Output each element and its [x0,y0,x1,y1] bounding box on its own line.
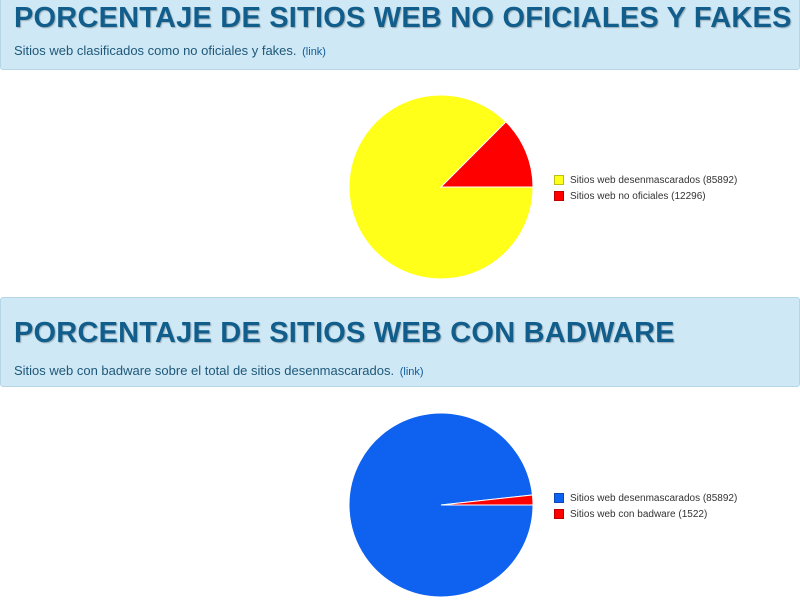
pie-slice-fakes-1[interactable] [439,121,534,188]
section-link-badware[interactable]: (link) [399,366,424,378]
section-title-badware: PORCENTAJE DE SITIOS WEB CON BADWARE [14,317,675,349]
pie-chart-fakes: Sitios web desenmascarados (85892) Sitios… [0,92,800,282]
legend-label-badware-1: Sitios web con badware (1522) [570,508,708,520]
pie-chart-fakes-svg [348,94,534,280]
legend-label-badware-0: Sitios web desenmascarados (85892) [570,492,738,504]
section-subtitle-fakes-text: Sitios web clasificados como no oficiale… [14,43,297,58]
legend-item-fakes-0: Sitios web desenmascarados (85892) [554,172,737,188]
section-subtitle-badware-text: Sitios web con badware sobre el total de… [14,363,395,378]
pie-chart-fakes-legend: Sitios web desenmascarados (85892) Sitios… [554,172,737,204]
legend-item-fakes-1: Sitios web no oficiales (12296) [554,188,737,204]
pie-chart-badware-svg [348,412,534,598]
legend-label-fakes-0: Sitios web desenmascarados (85892) [570,174,738,186]
pie-slice-badware-1[interactable] [440,494,534,506]
legend-swatch-badware-0 [554,493,564,503]
legend-swatch-fakes-0 [554,175,564,185]
section-header-badware: PORCENTAJE DE SITIOS WEB CON BADWARE Sit… [0,297,800,387]
legend-item-badware-0: Sitios web desenmascarados (85892) [554,490,737,506]
legend-label-fakes-1: Sitios web no oficiales (12296) [570,190,706,202]
legend-swatch-badware-1 [554,509,564,519]
section-header-fakes: PORCENTAJE DE SITIOS WEB NO OFICIALES Y … [0,0,800,70]
section-subtitle-badware: Sitios web con badware sobre el total de… [14,363,424,378]
pie-slice-fakes-0[interactable] [348,94,534,280]
section-link-fakes[interactable]: (link) [302,46,326,58]
section-subtitle-fakes: Sitios web clasificados como no oficiale… [14,43,326,58]
legend-item-badware-1: Sitios web con badware (1522) [554,506,737,522]
pie-chart-badware-legend: Sitios web desenmascarados (85892) Sitios… [554,490,737,522]
section-title-fakes: PORCENTAJE DE SITIOS WEB NO OFICIALES Y … [14,2,792,34]
legend-swatch-fakes-1 [554,191,564,201]
pie-chart-badware: Sitios web desenmascarados (85892) Sitios… [0,410,800,600]
